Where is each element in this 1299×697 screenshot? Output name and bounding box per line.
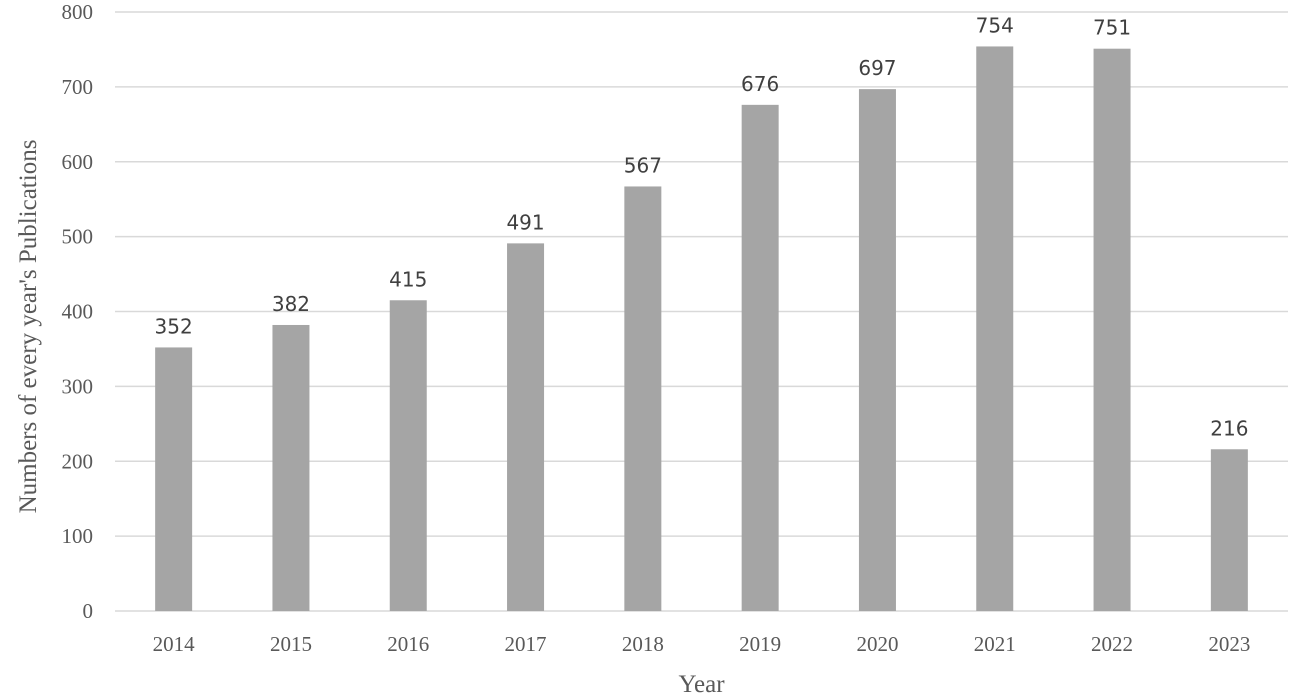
bar-2021 <box>976 46 1014 611</box>
data-label-2020: 697 <box>858 56 896 80</box>
bar-2016 <box>389 300 427 611</box>
x-tick-label-2017: 2017 <box>505 632 547 656</box>
y-tick-label-100: 100 <box>62 524 94 548</box>
x-tick-label-2018: 2018 <box>622 632 664 656</box>
y-tick-label-800: 800 <box>62 0 94 24</box>
data-label-2015: 382 <box>272 292 310 316</box>
bar-2022 <box>1093 48 1131 612</box>
x-tick-label-2015: 2015 <box>270 632 312 656</box>
bar-2014 <box>155 347 193 611</box>
x-axis-ticks: 2014 2015 2016 2017 2018 2019 2020 2021 2022 2023 <box>153 632 1251 656</box>
bar-2017 <box>507 243 545 611</box>
x-tick-label-2019: 2019 <box>739 632 781 656</box>
y-tick-label-0: 0 <box>83 599 94 623</box>
x-tick-label-2022: 2022 <box>1091 632 1133 656</box>
bar-2019 <box>741 104 779 611</box>
x-tick-label-2016: 2016 <box>387 632 429 656</box>
x-tick-label-2023: 2023 <box>1208 632 1250 656</box>
y-tick-label-700: 700 <box>62 75 94 99</box>
y-tick-label-600: 600 <box>62 150 94 174</box>
x-tick-label-2021: 2021 <box>974 632 1016 656</box>
x-tick-label-2014: 2014 <box>153 632 196 656</box>
data-labels: 352 382 415 491 567 676 697 754 751 216 <box>155 13 1249 440</box>
data-label-2021: 754 <box>976 13 1014 37</box>
data-label-2016: 415 <box>389 267 427 291</box>
data-label-2022: 751 <box>1093 16 1131 40</box>
data-label-2018: 567 <box>624 153 662 177</box>
data-label-2023: 216 <box>1210 416 1248 440</box>
y-tick-label-300: 300 <box>62 374 94 398</box>
bar-2020 <box>858 89 896 612</box>
gridlines <box>115 11 1288 612</box>
y-tick-label-500: 500 <box>62 225 94 249</box>
bar-2018 <box>624 186 662 612</box>
y-axis-ticks: 0 100 200 300 400 500 600 700 800 <box>62 0 94 623</box>
bars <box>155 46 1248 612</box>
bar-2023 <box>1210 449 1248 611</box>
data-label-2017: 491 <box>506 210 544 234</box>
y-axis-title: Numbers of every year's Publications <box>15 140 42 514</box>
bar-2015 <box>272 324 310 611</box>
data-label-2019: 676 <box>741 72 779 96</box>
y-tick-label-400: 400 <box>62 300 94 324</box>
y-tick-label-200: 200 <box>62 449 94 473</box>
x-tick-label-2020: 2020 <box>856 632 898 656</box>
x-axis-title: Year <box>678 671 725 697</box>
data-label-2014: 352 <box>155 314 193 338</box>
